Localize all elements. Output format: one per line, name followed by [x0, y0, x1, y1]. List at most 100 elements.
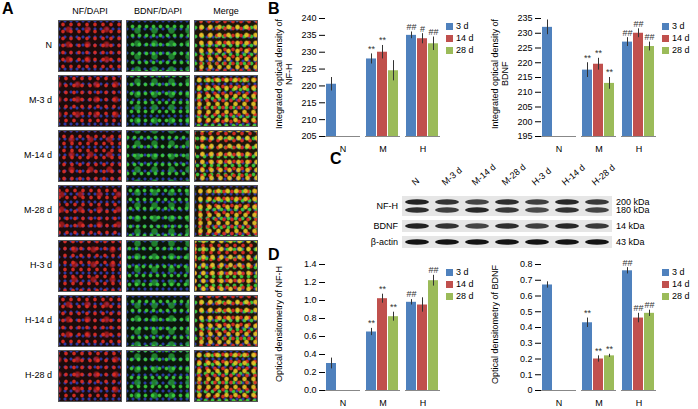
svg-text:**: **	[390, 302, 398, 312]
svg-text:H: H	[636, 144, 643, 154]
svg-text:H: H	[420, 398, 427, 408]
svg-text:14 kDa: 14 kDa	[616, 221, 645, 231]
svg-text:0.8: 0.8	[304, 313, 317, 323]
svg-text:180 kDa: 180 kDa	[616, 205, 650, 215]
svg-text:##: ##	[644, 300, 654, 310]
svg-text:##: ##	[406, 22, 416, 32]
svg-text:43 kDa: 43 kDa	[616, 237, 645, 247]
svg-text:H: H	[636, 398, 643, 408]
svg-text:**: **	[379, 284, 387, 294]
svg-text:M-3 d: M-3 d	[440, 165, 464, 187]
svg-text:225: 225	[517, 43, 532, 53]
svg-text:240: 240	[301, 13, 316, 23]
svg-text:##: ##	[406, 289, 416, 299]
html-text:H-28 d: H-28 d	[25, 370, 52, 380]
svg-text:H: H	[420, 144, 427, 154]
html-text:M-28 d: M-28 d	[24, 205, 52, 215]
svg-text:0.7: 0.7	[520, 275, 533, 285]
svg-text:0.4: 0.4	[520, 322, 533, 332]
svg-text:1.4: 1.4	[304, 259, 317, 269]
svg-text:H-14 d: H-14 d	[560, 163, 587, 188]
svg-text:0.1: 0.1	[520, 370, 533, 380]
svg-text:0.5: 0.5	[520, 307, 533, 317]
svg-text:##: ##	[644, 32, 654, 42]
svg-text:205: 205	[517, 102, 532, 112]
html-text:NF/DAPI: NF/DAPI	[72, 6, 108, 16]
html-text:H-14 d: H-14 d	[25, 315, 52, 325]
svg-text:M-14 d: M-14 d	[470, 162, 498, 188]
svg-text:N: N	[410, 176, 421, 188]
svg-text:215: 215	[301, 98, 316, 108]
html-text:A: A	[2, 0, 14, 17]
svg-text:**: **	[584, 53, 592, 63]
svg-text:**: **	[595, 346, 603, 356]
svg-text:**: **	[606, 344, 614, 354]
svg-text:220: 220	[517, 58, 532, 68]
svg-text:##: ##	[622, 258, 632, 268]
svg-text:0.6: 0.6	[520, 291, 533, 301]
svg-text:210: 210	[301, 115, 316, 125]
svg-text:200: 200	[517, 117, 532, 127]
svg-text:M: M	[595, 398, 603, 408]
html-text:3 d: 3 d	[456, 21, 469, 31]
svg-text:M: M	[379, 398, 387, 408]
html-text:H-3 d: H-3 d	[30, 260, 52, 270]
svg-text:0.4: 0.4	[304, 349, 317, 359]
svg-text:M-28 d: M-28 d	[500, 162, 528, 188]
svg-text:M: M	[379, 144, 387, 154]
html-text:M-3 d: M-3 d	[29, 95, 52, 105]
svg-text:200 kDa: 200 kDa	[616, 197, 650, 207]
svg-text:220: 220	[301, 81, 316, 91]
svg-text:**: **	[368, 44, 376, 54]
html-text:BDNF/DAPI: BDNF/DAPI	[134, 6, 182, 16]
html-text:B: B	[268, 0, 280, 17]
html-text:Integrated optical density of: Integrated optical density of NF-H	[274, 19, 294, 129]
svg-text:##: ##	[428, 265, 438, 275]
svg-text:N: N	[556, 144, 563, 154]
svg-text:##: ##	[633, 19, 643, 29]
svg-text:0.6: 0.6	[304, 331, 317, 341]
svg-text:H-3 d: H-3 d	[530, 166, 553, 188]
svg-text:N: N	[340, 144, 347, 154]
svg-text:210: 210	[517, 87, 532, 97]
html-text:Integrated optical density of: Integrated optical density of BDNF	[490, 19, 510, 129]
svg-text:0.0: 0.0	[304, 385, 317, 395]
svg-text:BDNF: BDNF	[374, 221, 399, 231]
html-text:Merge: Merge	[213, 6, 239, 16]
svg-text:**: **	[368, 318, 376, 328]
svg-text:##: ##	[633, 303, 643, 313]
svg-text:230: 230	[517, 28, 532, 38]
svg-text:NF-H: NF-H	[377, 201, 399, 211]
svg-text:0: 0	[527, 385, 532, 395]
svg-text:195: 195	[517, 131, 532, 141]
svg-text:H-28 d: H-28 d	[590, 163, 617, 188]
svg-text:205: 205	[301, 131, 316, 141]
svg-text:0.2: 0.2	[520, 354, 533, 364]
html-text:M-14 d: M-14 d	[24, 150, 52, 160]
svg-text:0.8: 0.8	[520, 259, 533, 269]
html-text:D: D	[268, 246, 280, 263]
svg-text:##: ##	[622, 28, 632, 38]
svg-text:N: N	[556, 398, 563, 408]
svg-text:1.0: 1.0	[304, 295, 317, 305]
html-text:C: C	[330, 150, 342, 167]
svg-text:225: 225	[301, 64, 316, 74]
svg-text:**: **	[595, 48, 603, 58]
svg-text:0.3: 0.3	[520, 338, 533, 348]
svg-text:**: **	[379, 35, 387, 45]
svg-text:**: **	[606, 67, 614, 77]
svg-text:235: 235	[301, 30, 316, 40]
svg-text:0.2: 0.2	[304, 367, 317, 377]
svg-text:235: 235	[517, 13, 532, 23]
svg-text:**: **	[584, 308, 592, 318]
svg-text:#: #	[420, 24, 425, 34]
svg-text:M: M	[595, 144, 603, 154]
html-text:28 d: 28 d	[456, 45, 474, 55]
html-text:14 d: 14 d	[456, 33, 474, 43]
svg-text:230: 230	[301, 47, 316, 57]
svg-text:β-actin: β-actin	[371, 237, 398, 247]
svg-text:1.2: 1.2	[304, 277, 317, 287]
svg-text:N: N	[340, 398, 347, 408]
svg-text:215: 215	[517, 72, 532, 82]
svg-text:##: ##	[428, 27, 438, 37]
